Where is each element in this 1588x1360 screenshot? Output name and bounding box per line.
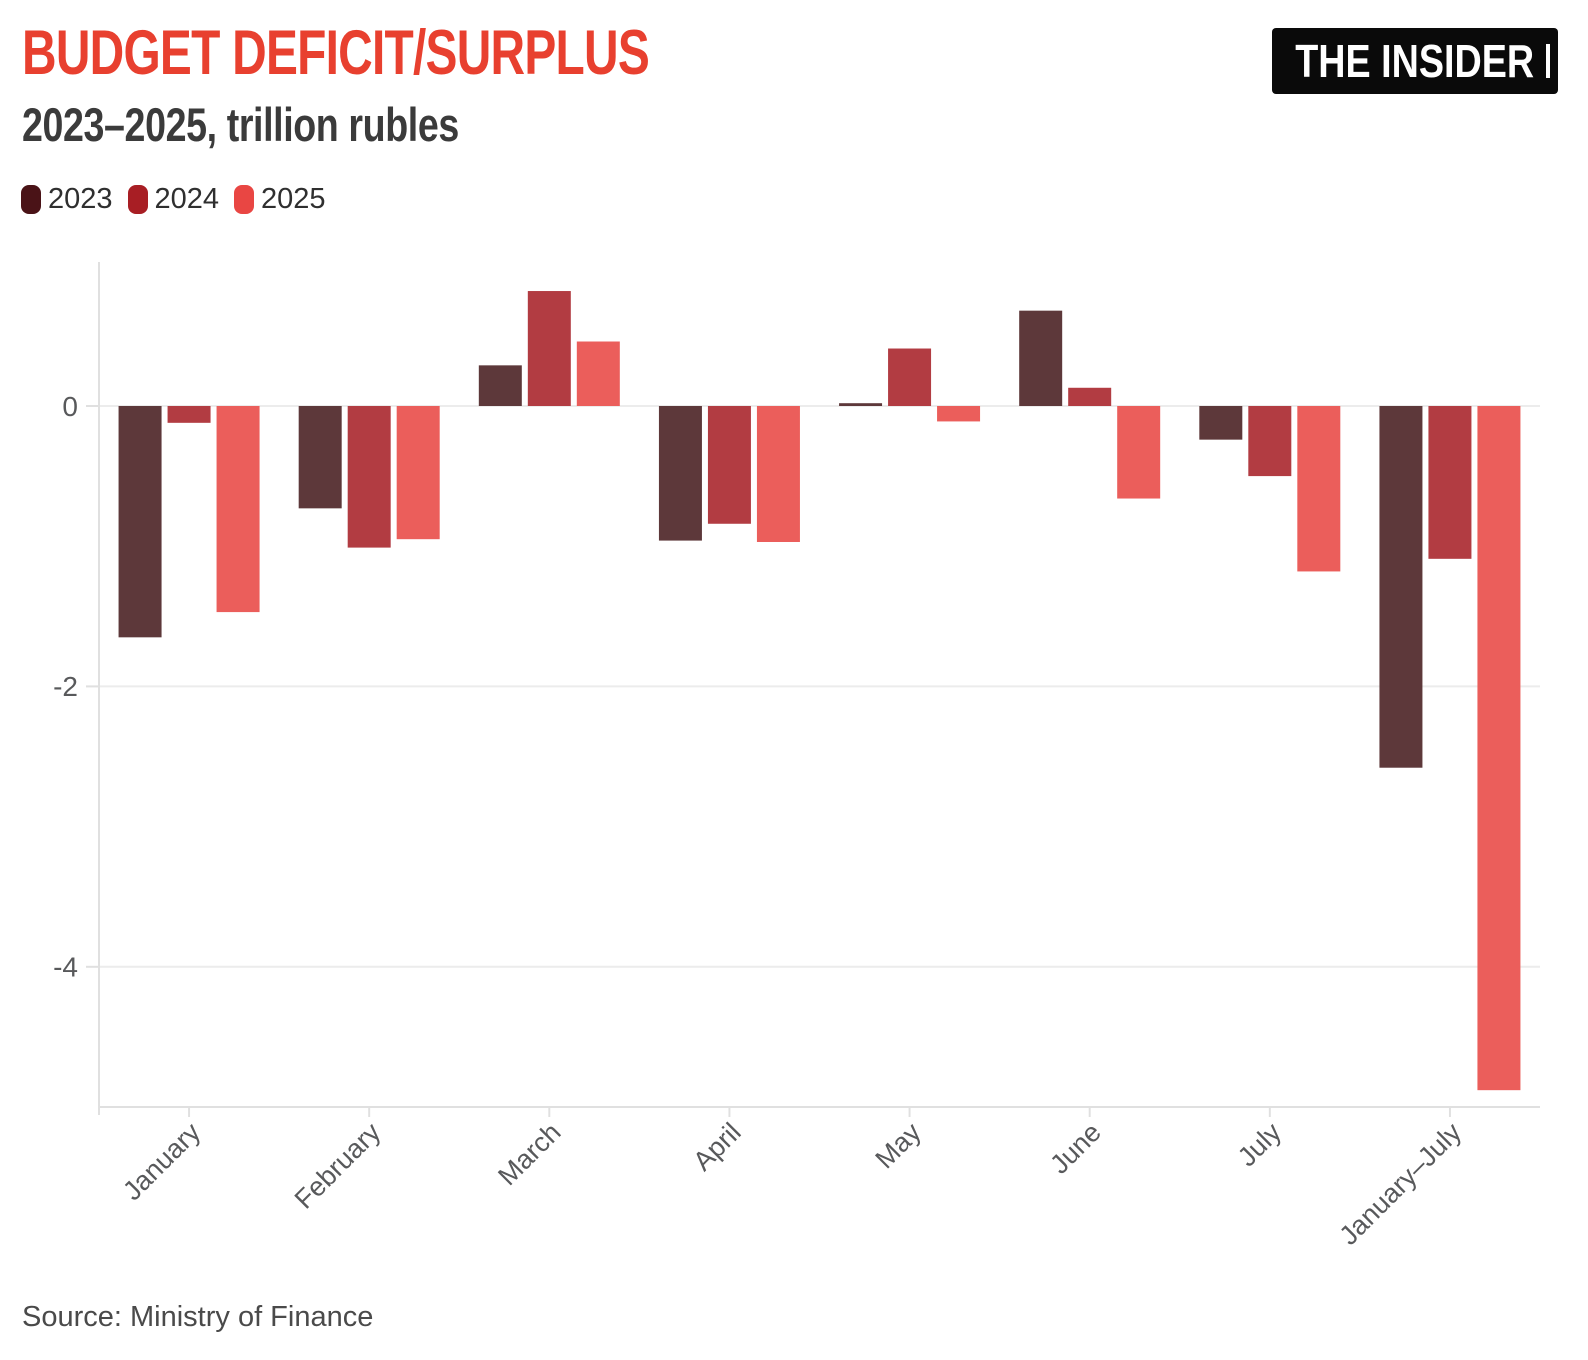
y-axis-label-0: 0 <box>62 391 78 422</box>
chart-subtitle: 2023–2025, trillion rubles <box>22 98 459 151</box>
legend-item-2024: 2024 <box>127 183 220 215</box>
bar-2024-February <box>347 406 391 548</box>
legend-item-2025: 2025 <box>234 185 326 214</box>
bar-2025-June <box>1117 406 1161 499</box>
bar-2025-July <box>1297 406 1341 572</box>
bar-2024-January <box>167 406 211 423</box>
bar-2025-February <box>396 406 440 540</box>
legend-label-2024: 2024 <box>154 183 220 215</box>
bar-2023-March <box>478 365 522 406</box>
y-axis-label--4: -4 <box>53 952 78 983</box>
x-axis-label-July: July <box>1232 1117 1288 1173</box>
source-note: Source: Ministry of Finance <box>22 1301 374 1333</box>
x-axis-label-February: February <box>289 1117 387 1215</box>
legend-swatch-2023 <box>21 185 41 214</box>
bar-2024-July <box>1248 406 1292 477</box>
x-axis-label-January: January <box>117 1117 206 1206</box>
bar-2024-May <box>888 348 932 406</box>
bar-2024-April <box>707 406 751 524</box>
bar-2025-April <box>756 406 800 542</box>
bar-2023-May <box>839 403 883 406</box>
x-axis-label-April: April <box>687 1117 746 1176</box>
legend: 2023 2024 2025 <box>21 185 326 214</box>
legend-item-2023: 2023 <box>21 185 113 214</box>
bar-2023-February <box>298 406 342 509</box>
chart-title: BUDGET DEFICIT/SURPLUS <box>22 18 650 88</box>
brand-logo-text: THE INSIDER <box>1295 35 1535 87</box>
bar-2024-March <box>527 291 571 406</box>
y-axis-label--2: -2 <box>53 671 78 702</box>
bar-2023-July <box>1199 406 1243 440</box>
bar-2023-April <box>658 406 702 541</box>
logo-accent-bar <box>1546 44 1550 78</box>
brand-logo: THE INSIDER <box>1272 28 1558 94</box>
x-axis-label-June: June <box>1044 1117 1107 1180</box>
bar-2025-May <box>937 406 981 422</box>
legend-label-2025: 2025 <box>261 183 326 215</box>
x-axis-label-March: March <box>492 1117 566 1191</box>
bar-2023-January <box>118 406 162 638</box>
x-axis-label-January–July: January–July <box>1333 1117 1467 1251</box>
bar-2024-January–July <box>1428 406 1472 559</box>
legend-label-2023: 2023 <box>48 183 113 215</box>
bar-2023-January–July <box>1379 406 1423 768</box>
bar-2024-June <box>1068 387 1112 406</box>
bar-2025-March <box>576 341 620 406</box>
bar-2025-January–July <box>1477 406 1521 1091</box>
bar-2025-January <box>216 406 260 613</box>
x-axis-label-May: May <box>870 1117 928 1175</box>
legend-swatch-2024 <box>127 185 148 214</box>
legend-swatch-2025 <box>234 185 255 214</box>
bar-2023-June <box>1019 310 1063 406</box>
